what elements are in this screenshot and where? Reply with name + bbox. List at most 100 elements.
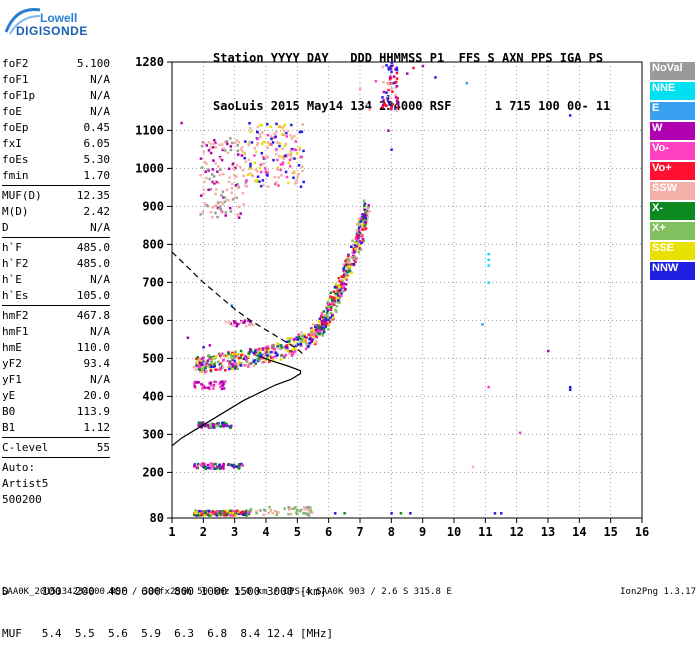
- param-row: fmin 1.70: [2, 168, 110, 184]
- echo-point: [219, 385, 222, 388]
- echo-point: [249, 509, 253, 512]
- echo-point: [243, 364, 246, 367]
- echo-point: [196, 462, 200, 466]
- echo-point: [352, 247, 356, 251]
- echo-point: [345, 258, 348, 261]
- echo-point: [210, 357, 214, 361]
- param-name: foF1: [2, 73, 29, 86]
- echo-point: [237, 510, 240, 514]
- echo-point: [204, 509, 208, 513]
- echo-point: [331, 296, 335, 299]
- echo-point: [211, 168, 215, 171]
- echo-point: [329, 295, 332, 298]
- echo-point: [209, 425, 212, 429]
- echo-point: [335, 285, 339, 288]
- echo-point: [412, 66, 415, 70]
- echo-point: [253, 154, 256, 157]
- echo-point: [364, 219, 368, 222]
- echo-point: [288, 337, 292, 341]
- echo-point: [396, 106, 399, 109]
- echo-point: [231, 198, 235, 201]
- echo-point: [311, 511, 314, 514]
- echo-point: [213, 467, 216, 471]
- y-tick-label: 300: [142, 427, 164, 441]
- x-tick-label: 12: [509, 525, 523, 539]
- echo-point: [269, 135, 273, 138]
- echo-point: [222, 147, 226, 150]
- echo-point: [269, 356, 273, 359]
- echo-point: [394, 107, 397, 110]
- echo-point: [346, 270, 350, 274]
- echo-point: [388, 77, 392, 81]
- echo-point: [322, 327, 326, 331]
- echo-point: [318, 326, 322, 330]
- echo-point: [272, 359, 275, 362]
- echo-point: [311, 335, 314, 339]
- echo-point: [323, 314, 326, 317]
- param-value: 2.42: [83, 205, 111, 218]
- echo-point: [381, 103, 385, 106]
- echo-point: [261, 348, 265, 351]
- echo-point: [209, 142, 213, 146]
- echo-point: [213, 182, 216, 185]
- echo-point: [326, 309, 330, 312]
- echo-point: [303, 339, 306, 342]
- echo-point: [217, 181, 220, 185]
- echo-point: [285, 340, 289, 344]
- echo-point: [232, 357, 236, 360]
- param-divider: [2, 185, 110, 186]
- echo-point: [227, 462, 231, 466]
- echo-point: [239, 212, 242, 215]
- echo-point: [199, 421, 202, 425]
- echo-point: [207, 141, 211, 144]
- echo-point: [200, 464, 203, 467]
- echo-point: [357, 236, 360, 240]
- echo-point: [205, 203, 208, 207]
- echo-point: [212, 426, 216, 429]
- echo-point: [240, 154, 244, 157]
- echo-point: [390, 70, 393, 74]
- echo-point: [214, 162, 217, 165]
- echo-point: [228, 362, 231, 366]
- echo-point: [301, 339, 305, 343]
- echo-point: [209, 188, 213, 191]
- echo-point: [356, 242, 359, 246]
- echo-point: [290, 147, 294, 151]
- echo-point: [275, 122, 278, 126]
- echo-point: [207, 169, 210, 172]
- echo-point: [294, 148, 298, 152]
- echo-point: [368, 108, 371, 111]
- echo-point: [362, 199, 366, 202]
- echo-point: [215, 422, 219, 425]
- echo-point: [395, 109, 398, 113]
- echo-point: [487, 264, 490, 267]
- version-label: Ion2Png 1.3.17: [620, 587, 696, 597]
- echo-point: [255, 512, 258, 515]
- echo-point: [387, 129, 390, 132]
- echo-point: [358, 222, 362, 226]
- echo-point: [334, 283, 338, 286]
- param-value: 12.35: [76, 189, 110, 202]
- echo-point: [258, 351, 262, 355]
- echo-point: [392, 81, 395, 85]
- echo-point: [233, 321, 237, 324]
- echo-point: [261, 179, 265, 182]
- echo-point: [409, 512, 412, 515]
- echo-point: [280, 155, 284, 159]
- echo-point: [325, 311, 329, 314]
- echo-point: [193, 386, 197, 389]
- param-name: yF2: [2, 357, 22, 370]
- param-name: fmin: [2, 169, 29, 182]
- echo-point: [325, 322, 328, 325]
- echo-point: [195, 466, 199, 470]
- echo-point: [193, 380, 197, 384]
- echo-point: [264, 157, 268, 160]
- echo-point: [211, 173, 214, 176]
- param-row: hmF2 467.8: [2, 308, 110, 324]
- echo-point: [274, 152, 278, 156]
- echo-point: [207, 509, 210, 513]
- echo-point: [303, 333, 307, 336]
- echo-point: [322, 310, 326, 313]
- echo-point: [344, 259, 347, 263]
- echo-point: [248, 172, 252, 175]
